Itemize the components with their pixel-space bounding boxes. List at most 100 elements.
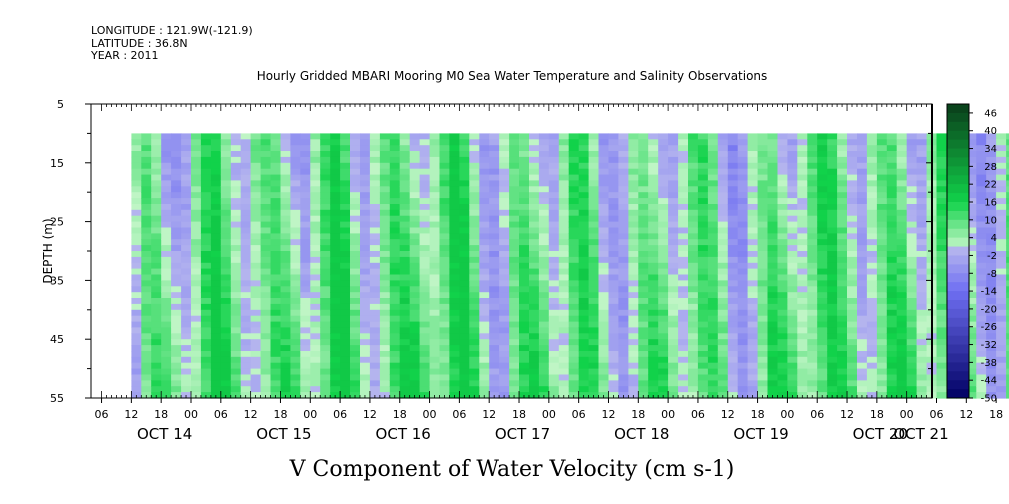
- heatmap-cell: [429, 156, 441, 164]
- heatmap-cell: [360, 168, 371, 176]
- heatmap-cell: [459, 133, 470, 140]
- heatmap-cell: [916, 145, 928, 152]
- heatmap-cell: [379, 139, 391, 146]
- heatmap-cell: [280, 274, 291, 281]
- heatmap-cell: [866, 198, 878, 205]
- heatmap-cell: [250, 209, 262, 217]
- heatmap-cell: [161, 386, 172, 393]
- x-hour-label: 06: [810, 408, 824, 421]
- heatmap-cell: [916, 274, 928, 281]
- heatmap-cell: [479, 351, 490, 358]
- heatmap-cell: [697, 262, 709, 270]
- heatmap-cell: [181, 139, 192, 146]
- heatmap-cell: [449, 274, 460, 281]
- heatmap-cell: [360, 233, 371, 240]
- heatmap-cell: [260, 303, 272, 311]
- heatmap-cell: [151, 380, 162, 387]
- heatmap-cell: [200, 198, 212, 205]
- heatmap-cell: [320, 351, 331, 358]
- heatmap-cell: [310, 233, 321, 240]
- heatmap-cell: [509, 315, 520, 323]
- heatmap-cell: [797, 345, 808, 352]
- heatmap-cell: [200, 292, 212, 299]
- heatmap-cell: [837, 145, 848, 152]
- heatmap-cell: [876, 292, 888, 299]
- heatmap-cell: [668, 280, 679, 287]
- heatmap-cell: [678, 139, 689, 146]
- heatmap-cell: [658, 192, 669, 199]
- heatmap-cell: [220, 227, 232, 234]
- heatmap-cell: [678, 380, 689, 387]
- heatmap-cell: [876, 186, 888, 193]
- heatmap-cell: [280, 145, 291, 152]
- heatmap-cell: [707, 239, 719, 246]
- heatmap-cell: [737, 386, 749, 393]
- heatmap-cell: [986, 151, 997, 158]
- heatmap-cell: [727, 221, 739, 229]
- heatmap-cell: [886, 192, 898, 199]
- heatmap-cell: [529, 386, 540, 393]
- heatmap-cell: [996, 392, 1007, 399]
- heatmap-cell: [866, 168, 878, 176]
- heatmap-cell: [737, 356, 749, 364]
- heatmap-cell: [936, 380, 947, 387]
- heatmap-cell: [191, 327, 202, 334]
- heatmap-cell: [608, 221, 619, 229]
- heatmap-cell: [847, 262, 858, 270]
- heatmap-cell: [479, 251, 490, 258]
- heatmap-cell: [906, 133, 918, 140]
- heatmap-cell: [369, 174, 381, 182]
- heatmap-cell: [737, 139, 749, 146]
- heatmap-cell: [876, 321, 888, 329]
- heatmap-cell: [717, 280, 729, 287]
- heatmap-cell: [191, 292, 202, 299]
- heatmap-cell: [608, 209, 619, 217]
- heatmap-cell: [598, 145, 609, 152]
- heatmap-cell: [350, 333, 361, 340]
- heatmap-cell: [827, 292, 838, 299]
- heatmap-cell: [618, 386, 629, 393]
- heatmap-cell: [270, 151, 281, 158]
- heatmap-cell: [717, 221, 729, 229]
- heatmap-cell: [727, 215, 739, 223]
- heatmap-cell: [379, 221, 391, 229]
- heatmap-cell: [330, 198, 341, 205]
- heatmap-cell: [191, 386, 202, 393]
- heatmap-cell: [330, 215, 341, 223]
- heatmap-cell: [588, 156, 600, 164]
- heatmap-cell: [936, 168, 947, 176]
- heatmap-cell: [220, 309, 232, 317]
- heatmap-cell: [509, 133, 520, 140]
- heatmap-cell: [230, 286, 242, 293]
- heatmap-cell: [688, 251, 699, 258]
- heatmap-cell: [270, 333, 281, 340]
- heatmap-cell: [449, 280, 460, 287]
- heatmap-cell: [151, 303, 162, 311]
- heatmap-cell: [737, 262, 749, 270]
- heatmap-cell: [429, 251, 441, 258]
- heatmap-cell: [280, 251, 291, 258]
- heatmap-cell: [608, 174, 619, 182]
- heatmap-cell: [538, 145, 550, 152]
- heatmap-cell: [936, 356, 947, 364]
- heatmap-cell: [499, 133, 510, 140]
- heatmap-cell: [538, 309, 550, 317]
- heatmap-cell: [906, 233, 918, 240]
- heatmap-cell: [360, 327, 371, 334]
- heatmap-cell: [986, 215, 997, 223]
- heatmap-cell: [807, 327, 818, 334]
- heatmap-cell: [519, 345, 530, 352]
- heatmap-cell: [847, 133, 858, 140]
- heatmap-cell: [568, 356, 580, 364]
- heatmap-cell: [906, 333, 918, 340]
- heatmap-cell: [658, 386, 669, 393]
- heatmap-cell: [996, 286, 1007, 293]
- heatmap-cell: [916, 204, 928, 211]
- heatmap-cell: [538, 274, 550, 281]
- heatmap-cell: [916, 239, 928, 246]
- colorbar-label: 22: [984, 180, 997, 191]
- heatmap-cell: [996, 351, 1007, 358]
- heatmap-cell: [250, 298, 262, 305]
- heatmap-cell: [866, 374, 878, 381]
- heatmap-cell: [757, 162, 769, 170]
